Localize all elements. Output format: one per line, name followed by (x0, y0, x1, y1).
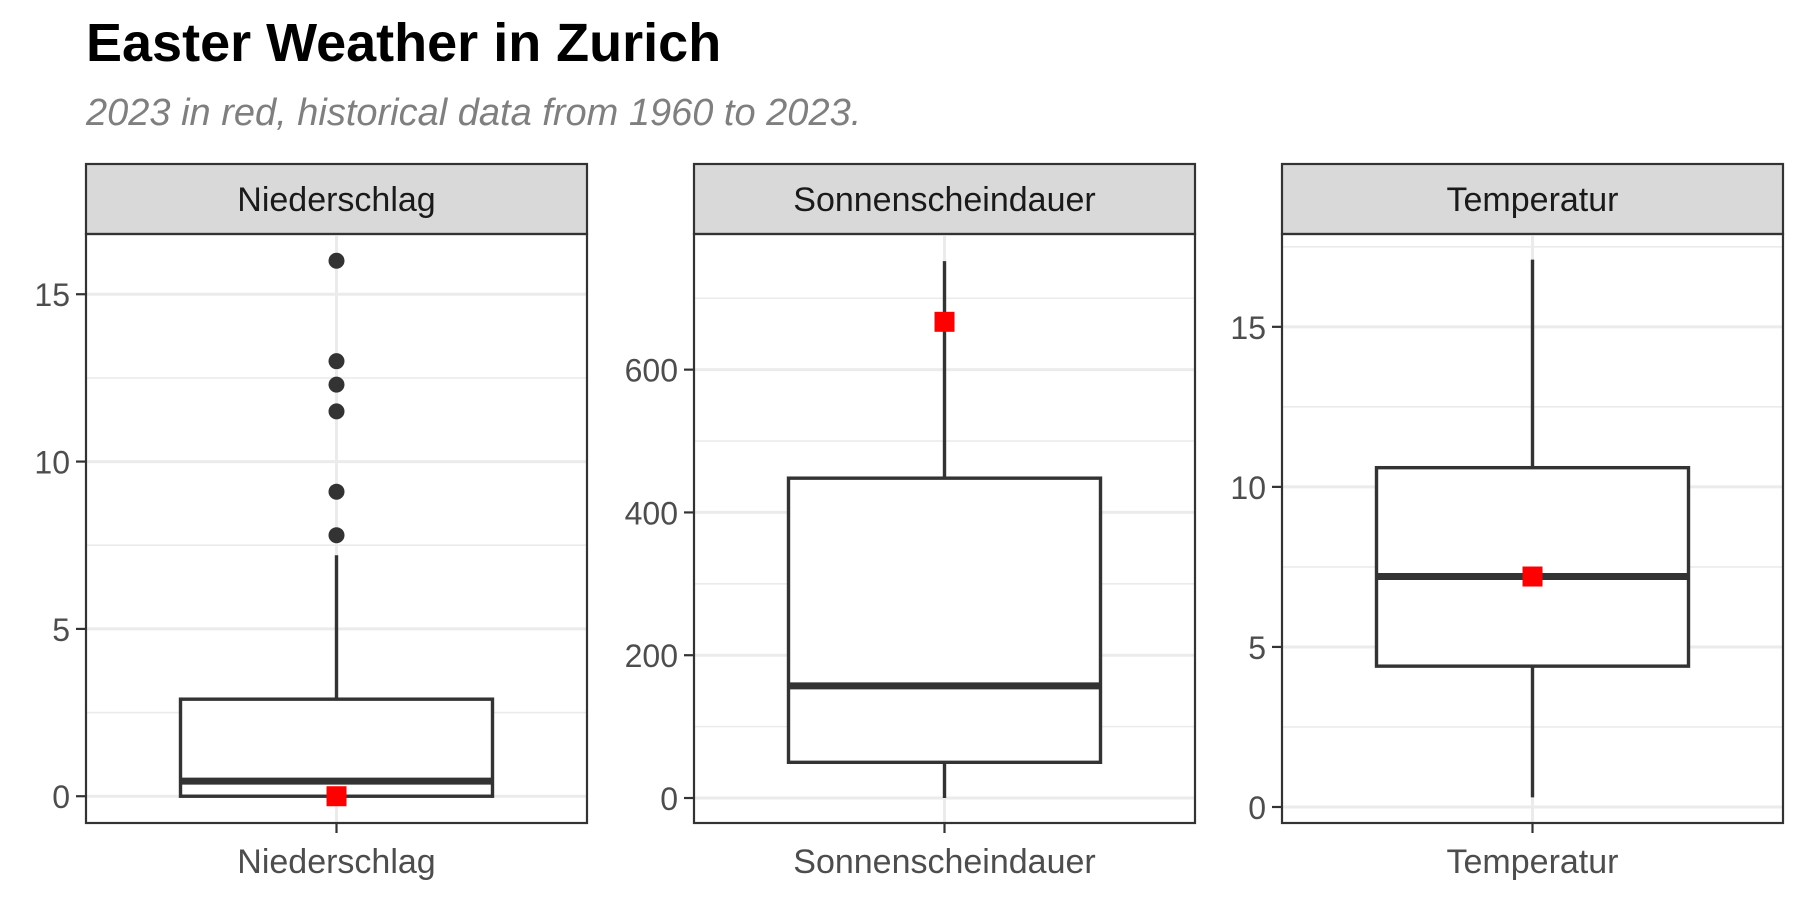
facet-strip (1280, 162, 1785, 236)
outlier-point (328, 403, 345, 420)
iqr-box (786, 476, 1103, 765)
outlier-point (328, 353, 345, 370)
chart-subtitle: 2023 in red, historical data from 1960 t… (86, 92, 862, 134)
facet-strip-label: Sonnenscheindauer (793, 181, 1095, 219)
highlight-2023-point (934, 311, 955, 332)
chart-title: Easter Weather in Zurich (86, 13, 722, 73)
outlier-point (328, 483, 345, 500)
x-tick-label: Sonnenscheindauer (793, 843, 1095, 881)
facet-strip-label: Niederschlag (237, 181, 435, 219)
y-tick-label: 400 (625, 495, 678, 531)
y-tick-label: 0 (52, 779, 70, 815)
y-tick-label: 10 (34, 445, 70, 481)
outlier-point (328, 252, 345, 269)
y-tick-label: 5 (1248, 630, 1266, 666)
facet-strip-label: Temperatur (1447, 181, 1619, 219)
x-tick-label: Niederschlag (237, 843, 435, 881)
highlight-2023-point (326, 786, 347, 807)
x-tick-label: Temperatur (1447, 843, 1619, 881)
y-tick-label: 0 (1248, 790, 1266, 826)
y-tick-label: 15 (1230, 310, 1266, 346)
y-tick-label: 0 (660, 781, 678, 817)
y-tick-label: 600 (625, 353, 678, 389)
facet-strip (692, 162, 1197, 236)
y-tick-label: 200 (625, 638, 678, 674)
y-tick-label: 10 (1230, 470, 1266, 506)
y-tick-label: 15 (34, 277, 70, 313)
outlier-point (328, 376, 345, 393)
iqr-box (1374, 465, 1691, 668)
y-tick-label: 5 (52, 612, 70, 648)
outlier-point (328, 527, 345, 544)
highlight-2023-point (1522, 566, 1543, 587)
